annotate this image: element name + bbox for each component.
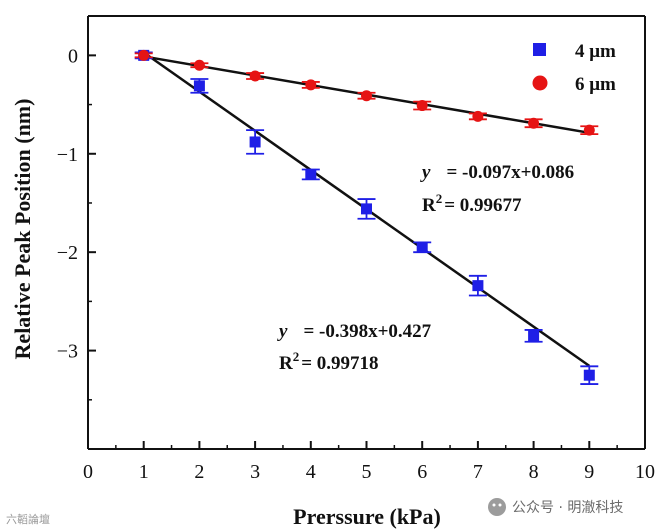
x-axis-title: Prerssure (kPa) [293, 504, 441, 529]
r2-4um: R2 = 0.99718 [279, 349, 379, 374]
data-point-series-0-1 [193, 80, 205, 92]
legend: 4 μm 6 μm [532, 41, 616, 95]
wechat-icon-eye-right [498, 503, 502, 507]
x-axis-ticks: 0 1 2 3 4 5 6 7 8 9 10 [83, 441, 655, 483]
wechat-icon-eye-left [492, 503, 496, 507]
data-markers [138, 49, 595, 381]
data-point-series-1-2 [249, 70, 261, 82]
r2-6um-sup: 2 [436, 191, 443, 206]
equation-4um-text: = -0.398x+0.427 [303, 321, 431, 342]
data-point-series-1-1 [193, 59, 205, 71]
r2-6um-label: R [422, 195, 436, 216]
y-tick-label-3: −3 [57, 341, 78, 363]
data-point-series-1-4 [361, 90, 372, 102]
data-point-series-0-4 [361, 203, 372, 215]
x-tick-label-3: 3 [250, 461, 260, 483]
y-tick-label-2: −2 [57, 242, 78, 264]
data-point-series-0-2 [249, 136, 261, 148]
equation-4um: y = -0.398x+0.427 [277, 321, 432, 342]
x-tick-label-8: 8 [529, 461, 539, 483]
x-tick-label-1: 1 [139, 461, 149, 483]
equation-4um-y: y [277, 321, 288, 342]
x-tick-label-5: 5 [362, 461, 372, 483]
y-tick-label-1: −1 [57, 144, 78, 166]
data-point-series-1-0 [138, 49, 150, 61]
r2-6um: R2 = 0.99677 [422, 191, 522, 216]
annotation-fit-6um: y = -0.097x+0.086 R2 = 0.99677 [420, 162, 574, 216]
x-tick-label-7: 7 [473, 461, 483, 483]
r2-4um-value: = 0.99718 [301, 353, 378, 374]
equation-6um: y = -0.097x+0.086 [420, 162, 574, 183]
watermark-right: 公众号 · 明澈科技 [512, 500, 623, 516]
r2-6um-value: = 0.99677 [444, 195, 522, 216]
x-tick-label-2: 2 [194, 461, 204, 483]
legend-label-4um: 4 μm [575, 41, 616, 62]
data-point-series-1-5 [416, 100, 428, 112]
axes [87, 15, 646, 450]
data-point-series-1-6 [472, 110, 484, 122]
r2-4um-label: R [279, 353, 293, 374]
r2-4um-sup: 2 [293, 349, 300, 364]
annotation-fit-4um: y = -0.398x+0.427 R2 = 0.99718 [277, 321, 432, 374]
x-tick-label-4: 4 [306, 461, 316, 483]
watermark: 六韜論壇 公众号 · 明澈科技 [6, 498, 623, 526]
y-axis-title: Relative Peak Position (nm) [10, 99, 35, 360]
x-tick-label-0: 0 [83, 461, 93, 483]
y-tick-label-0: 0 [68, 45, 78, 67]
data-point-series-1-7 [528, 117, 540, 129]
equation-6um-y: y [420, 162, 431, 183]
data-point-series-1-3 [305, 79, 317, 91]
x-tick-label-9: 9 [584, 461, 594, 483]
equation-6um-text: = -0.097x+0.086 [446, 162, 574, 183]
x-tick-label-6: 6 [417, 461, 427, 483]
data-point-series-0-5 [416, 241, 428, 253]
data-point-series-0-8 [583, 369, 595, 381]
data-point-series-1-8 [583, 124, 595, 136]
legend-marker-6um [532, 75, 548, 91]
y-axis-ticks: 0 −1 −2 −3 [57, 45, 96, 401]
data-point-series-0-6 [472, 280, 484, 292]
data-point-series-0-7 [528, 330, 540, 342]
data-point-series-0-3 [305, 168, 317, 180]
wechat-icon [488, 498, 506, 516]
watermark-left: 六韜論壇 [6, 512, 50, 526]
legend-marker-4um [533, 43, 546, 56]
x-tick-label-10: 10 [635, 461, 655, 483]
legend-label-6um: 6 μm [575, 74, 616, 95]
